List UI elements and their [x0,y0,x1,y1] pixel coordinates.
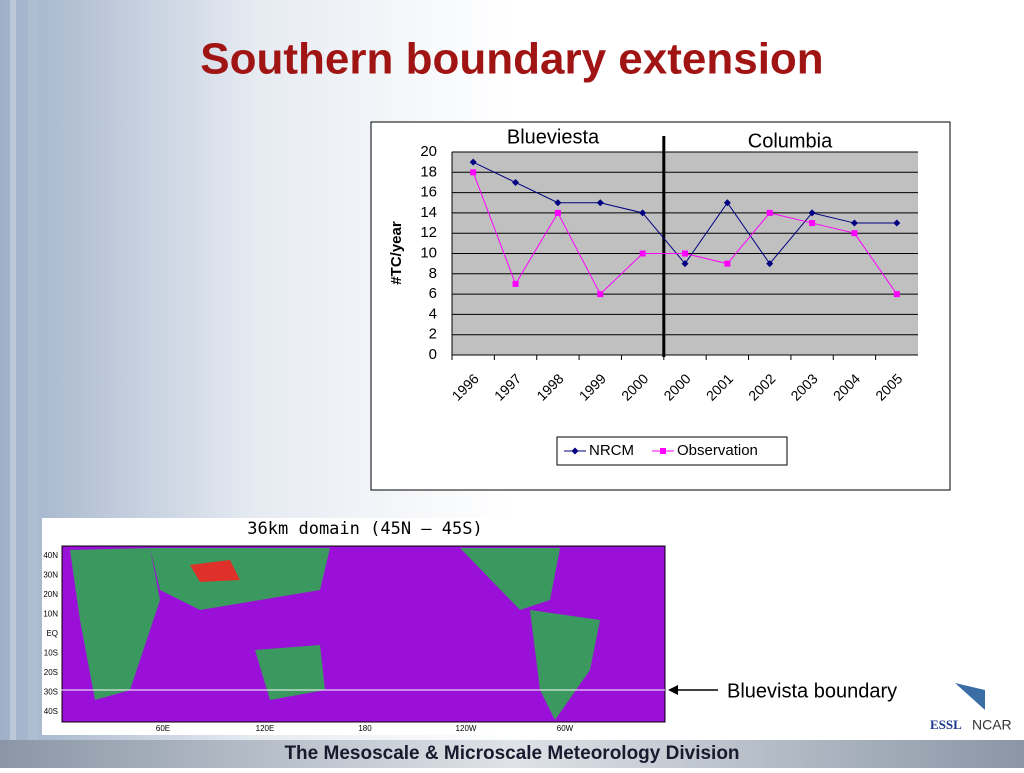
marker [469,158,477,166]
lat-label: 40S [44,707,58,716]
marker [682,250,688,257]
logo: ESSL [930,717,962,732]
marker [470,169,477,176]
lon-label: 60W [557,724,574,733]
marker [893,219,901,227]
marker [808,209,816,217]
boundary-label: Bluevista boundary [727,680,897,702]
slide-title: Southern boundary extension [200,35,823,84]
lon-label: 60E [156,724,170,733]
asia [150,548,330,610]
marker [724,260,731,267]
plateau [190,560,240,582]
marker [851,230,858,237]
annotation: Blueviesta [507,126,600,148]
map-title: 36km domain (45N – 45S) [247,519,482,539]
marker [893,291,900,298]
marker [850,219,858,227]
y-tick-label: 12 [420,224,437,241]
marker [639,250,646,257]
stripe [28,0,38,740]
marker [639,209,647,217]
marker [554,209,561,216]
lon-label: 120E [256,724,275,733]
y-tick-label: 20 [420,143,437,160]
marker [512,178,520,186]
y-tick-label: 18 [420,163,437,180]
annotation: Columbia [748,130,833,152]
legend-marker [660,448,666,454]
lat-label: 10S [44,649,58,658]
legend-label: NRCM [589,442,634,459]
y-tick-label: 4 [429,305,437,322]
lat-label: EQ [46,629,58,638]
marker [596,199,604,207]
y-tick-label: 14 [420,204,437,221]
y-axis-label: #TC/year [388,221,405,285]
y-tick-label: 8 [429,265,437,282]
legend-marker [571,447,579,455]
marker [512,280,519,287]
marker [681,260,689,268]
y-tick-label: 2 [429,326,437,343]
arrow-head [668,685,678,695]
australia [255,645,325,700]
logo: NCAR [972,717,1012,733]
lat-label: 20N [43,590,58,599]
lat-label: 30S [44,688,58,697]
y-tick-label: 10 [420,244,437,261]
north-america [460,548,560,610]
lat-label: 10N [43,610,58,619]
land [70,548,600,720]
marker [723,199,731,207]
lat-label: 30N [43,571,58,580]
y-tick-label: 16 [420,184,437,201]
marker [809,220,816,227]
lon-label: 120W [456,724,477,733]
lat-label: 40N [43,551,58,560]
stripe [10,0,16,740]
legend-label: Observation [677,442,758,459]
footer: The Mesoscale & Microscale Meteorology D… [284,743,739,764]
footer-band [0,740,1024,768]
marker [766,209,773,216]
marker [554,199,562,207]
africa [70,548,160,700]
lon-label: 180 [358,724,372,733]
y-tick-label: 6 [429,285,437,302]
lat-label: 20S [44,668,58,677]
marker [766,260,774,268]
logo-icon [955,683,985,710]
south-america [530,610,600,720]
y-tick-label: 0 [429,346,437,363]
marker [597,291,604,298]
